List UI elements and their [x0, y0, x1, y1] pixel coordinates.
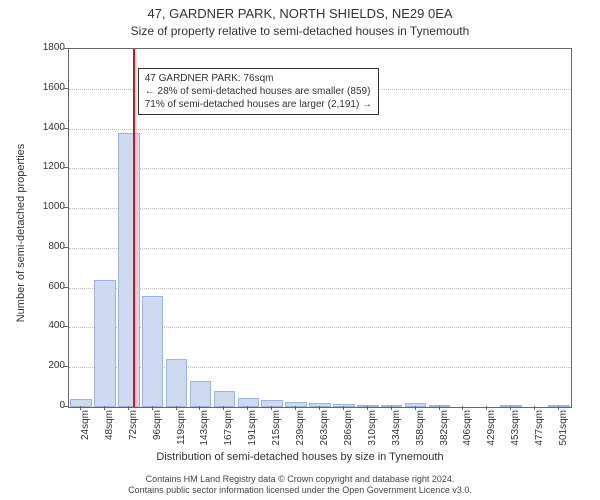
y-tick-label: 1800	[25, 42, 65, 53]
x-tick-label: 310sqm	[367, 410, 378, 460]
bar	[118, 133, 140, 407]
x-tick-label: 96sqm	[152, 410, 163, 460]
y-tick-mark	[64, 128, 68, 129]
bar	[333, 404, 355, 407]
bar	[381, 405, 403, 407]
bar	[357, 405, 379, 407]
gridline	[69, 129, 571, 130]
x-tick-label: 119sqm	[176, 410, 187, 460]
x-tick-label: 429sqm	[486, 410, 497, 460]
y-tick-label: 1400	[25, 122, 65, 133]
footer: Contains HM Land Registry data © Crown c…	[0, 474, 600, 497]
y-tick-mark	[64, 326, 68, 327]
x-tick-label: 406sqm	[462, 410, 473, 460]
y-tick-mark	[64, 366, 68, 367]
x-tick-label: 215sqm	[271, 410, 282, 460]
x-tick-label: 358sqm	[415, 410, 426, 460]
y-tick-label: 400	[25, 320, 65, 331]
marker-line	[133, 49, 135, 407]
bar	[166, 359, 188, 407]
y-tick-mark	[64, 287, 68, 288]
x-tick-label: 477sqm	[534, 410, 545, 460]
x-tick-label: 501sqm	[558, 410, 569, 460]
gridline	[69, 208, 571, 209]
gridline	[69, 168, 571, 169]
x-tick-label: 286sqm	[343, 410, 354, 460]
bar	[429, 405, 451, 407]
y-tick-mark	[64, 207, 68, 208]
y-axis-label: Number of semi-detached properties	[15, 54, 27, 412]
x-tick-label: 239sqm	[295, 410, 306, 460]
y-tick-label: 1000	[25, 201, 65, 212]
footer-line-1: Contains HM Land Registry data © Crown c…	[0, 474, 600, 485]
annotation-line-1: 47 GARDNER PARK: 76sqm	[145, 72, 372, 85]
y-tick-mark	[64, 167, 68, 168]
x-tick-label: 167sqm	[223, 410, 234, 460]
x-tick-label: 263sqm	[319, 410, 330, 460]
gridline	[69, 248, 571, 249]
x-tick-label: 382sqm	[439, 410, 450, 460]
footer-line-2: Contains public sector information licen…	[0, 485, 600, 496]
y-tick-label: 800	[25, 241, 65, 252]
y-tick-label: 0	[25, 400, 65, 411]
page-title: 47, GARDNER PARK, NORTH SHIELDS, NE29 0E…	[0, 6, 600, 21]
x-tick-label: 72sqm	[128, 410, 139, 460]
y-axis-label-wrap: Number of semi-detached properties	[12, 48, 26, 406]
y-tick-mark	[64, 48, 68, 49]
annotation-box: 47 GARDNER PARK: 76sqm ← 28% of semi-det…	[138, 68, 379, 115]
x-tick-label: 453sqm	[510, 410, 521, 460]
x-tick-label: 24sqm	[80, 410, 91, 460]
bar	[190, 381, 212, 407]
y-tick-label: 1200	[25, 161, 65, 172]
gridline	[69, 288, 571, 289]
y-tick-mark	[64, 88, 68, 89]
annotation-line-2: ← 28% of semi-detached houses are smalle…	[145, 85, 372, 98]
y-tick-label: 200	[25, 360, 65, 371]
page-subtitle: Size of property relative to semi-detach…	[0, 24, 600, 38]
bar	[214, 391, 236, 407]
x-tick-label: 191sqm	[247, 410, 258, 460]
x-tick-label: 334sqm	[391, 410, 402, 460]
x-tick-label: 143sqm	[199, 410, 210, 460]
bar	[94, 280, 116, 407]
bar	[405, 403, 427, 407]
y-tick-mark	[64, 406, 68, 407]
annotation-line-3: 71% of semi-detached houses are larger (…	[145, 98, 372, 111]
bar	[142, 296, 164, 407]
y-tick-label: 600	[25, 281, 65, 292]
x-tick-label: 48sqm	[104, 410, 115, 460]
y-tick-mark	[64, 247, 68, 248]
bar	[70, 399, 92, 407]
y-tick-label: 1600	[25, 82, 65, 93]
